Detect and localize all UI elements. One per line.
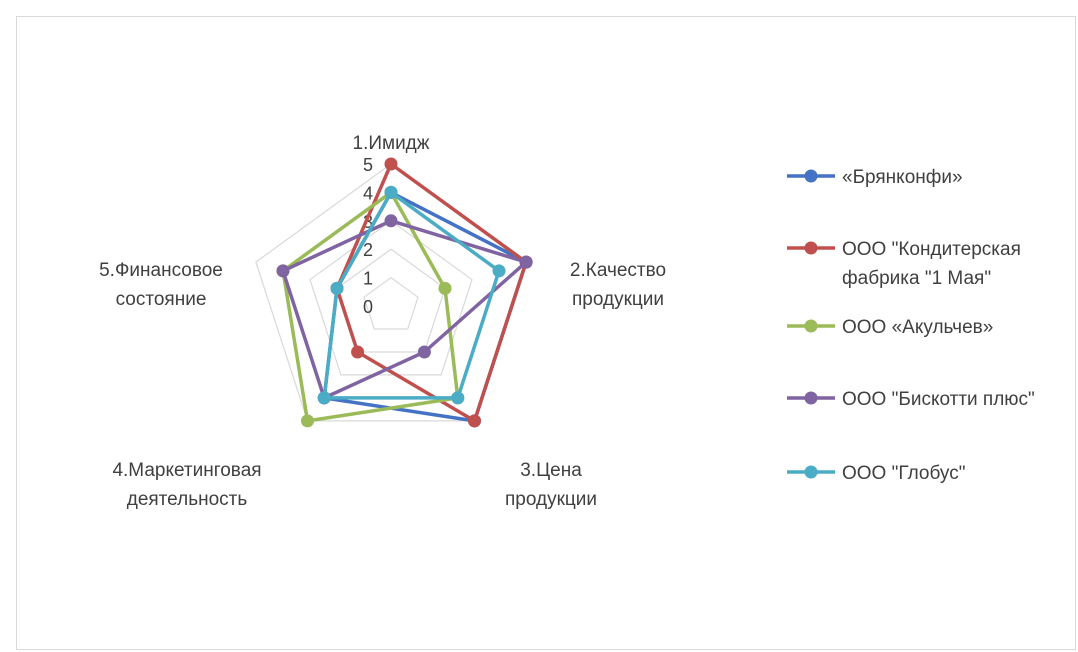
series-line (322, 190, 501, 400)
category-label: 4.Маркетинговая (112, 460, 261, 481)
grid-ring (309, 220, 473, 376)
series-line (281, 219, 528, 400)
legend-label: «Брянконфи» (842, 167, 963, 188)
r-tick-label: 4 (363, 183, 373, 203)
legend-label: ООО «Акульчев» (842, 317, 993, 338)
grid-ring (336, 248, 446, 353)
category-label: состояние (116, 289, 207, 310)
series-5 (317, 185, 506, 405)
legend-item: ООО "Глобус" (787, 463, 965, 484)
legend-item: ООО "Бискотти плюс" (787, 389, 1035, 410)
legend-label: ООО "Кондитерская (842, 239, 1021, 260)
r-tick-label: 0 (363, 297, 373, 317)
series-line (322, 190, 528, 423)
r-tick-label: 2 (363, 240, 373, 260)
category-label: деятельность (127, 489, 248, 510)
category-label: продукции (572, 289, 664, 310)
legend-label: ООО "Глобус" (842, 463, 965, 484)
data-point (438, 281, 452, 295)
r-tick-label: 5 (363, 155, 373, 175)
category-label: 3.Цена (520, 460, 582, 481)
data-point (417, 345, 431, 359)
chart-area (16, 16, 1076, 650)
data-point (301, 414, 314, 428)
legend-marker (804, 319, 818, 333)
legend-marker (804, 241, 818, 255)
grid-ring (363, 276, 419, 330)
data-point (351, 345, 365, 359)
data-point (468, 414, 481, 428)
legend-item: ООО «Акульчев» (787, 317, 993, 338)
legend-label: фабрика "1 Мая" (842, 268, 991, 289)
series-line (281, 190, 460, 423)
category-label: 5.Финансовое (99, 260, 223, 281)
data-point (492, 264, 506, 278)
series-4 (276, 214, 533, 405)
series-2 (330, 157, 533, 428)
legend-item: ООО "Кондитерская фабрика "1 Мая" (787, 239, 1021, 289)
series-line (335, 162, 528, 423)
data-point (384, 185, 398, 199)
legend-item: «Брянконфи» (787, 167, 963, 188)
category-label: продукции (505, 489, 597, 510)
r-tick-label: 3 (363, 212, 373, 232)
r-tick-label: 1 (363, 269, 373, 289)
data-point (384, 214, 398, 228)
data-point (451, 391, 465, 405)
data-point (276, 264, 290, 278)
legend-marker (804, 391, 818, 405)
category-label: 2.Качество (570, 260, 666, 281)
data-point (519, 255, 533, 269)
legend-label: ООО "Бискотти плюс" (842, 389, 1035, 410)
legend-marker (804, 465, 818, 479)
category-label: 1.Имидж (353, 133, 430, 154)
data-point (330, 281, 344, 295)
legend-marker (804, 169, 818, 183)
data-point (317, 391, 331, 405)
data-point (384, 157, 398, 171)
